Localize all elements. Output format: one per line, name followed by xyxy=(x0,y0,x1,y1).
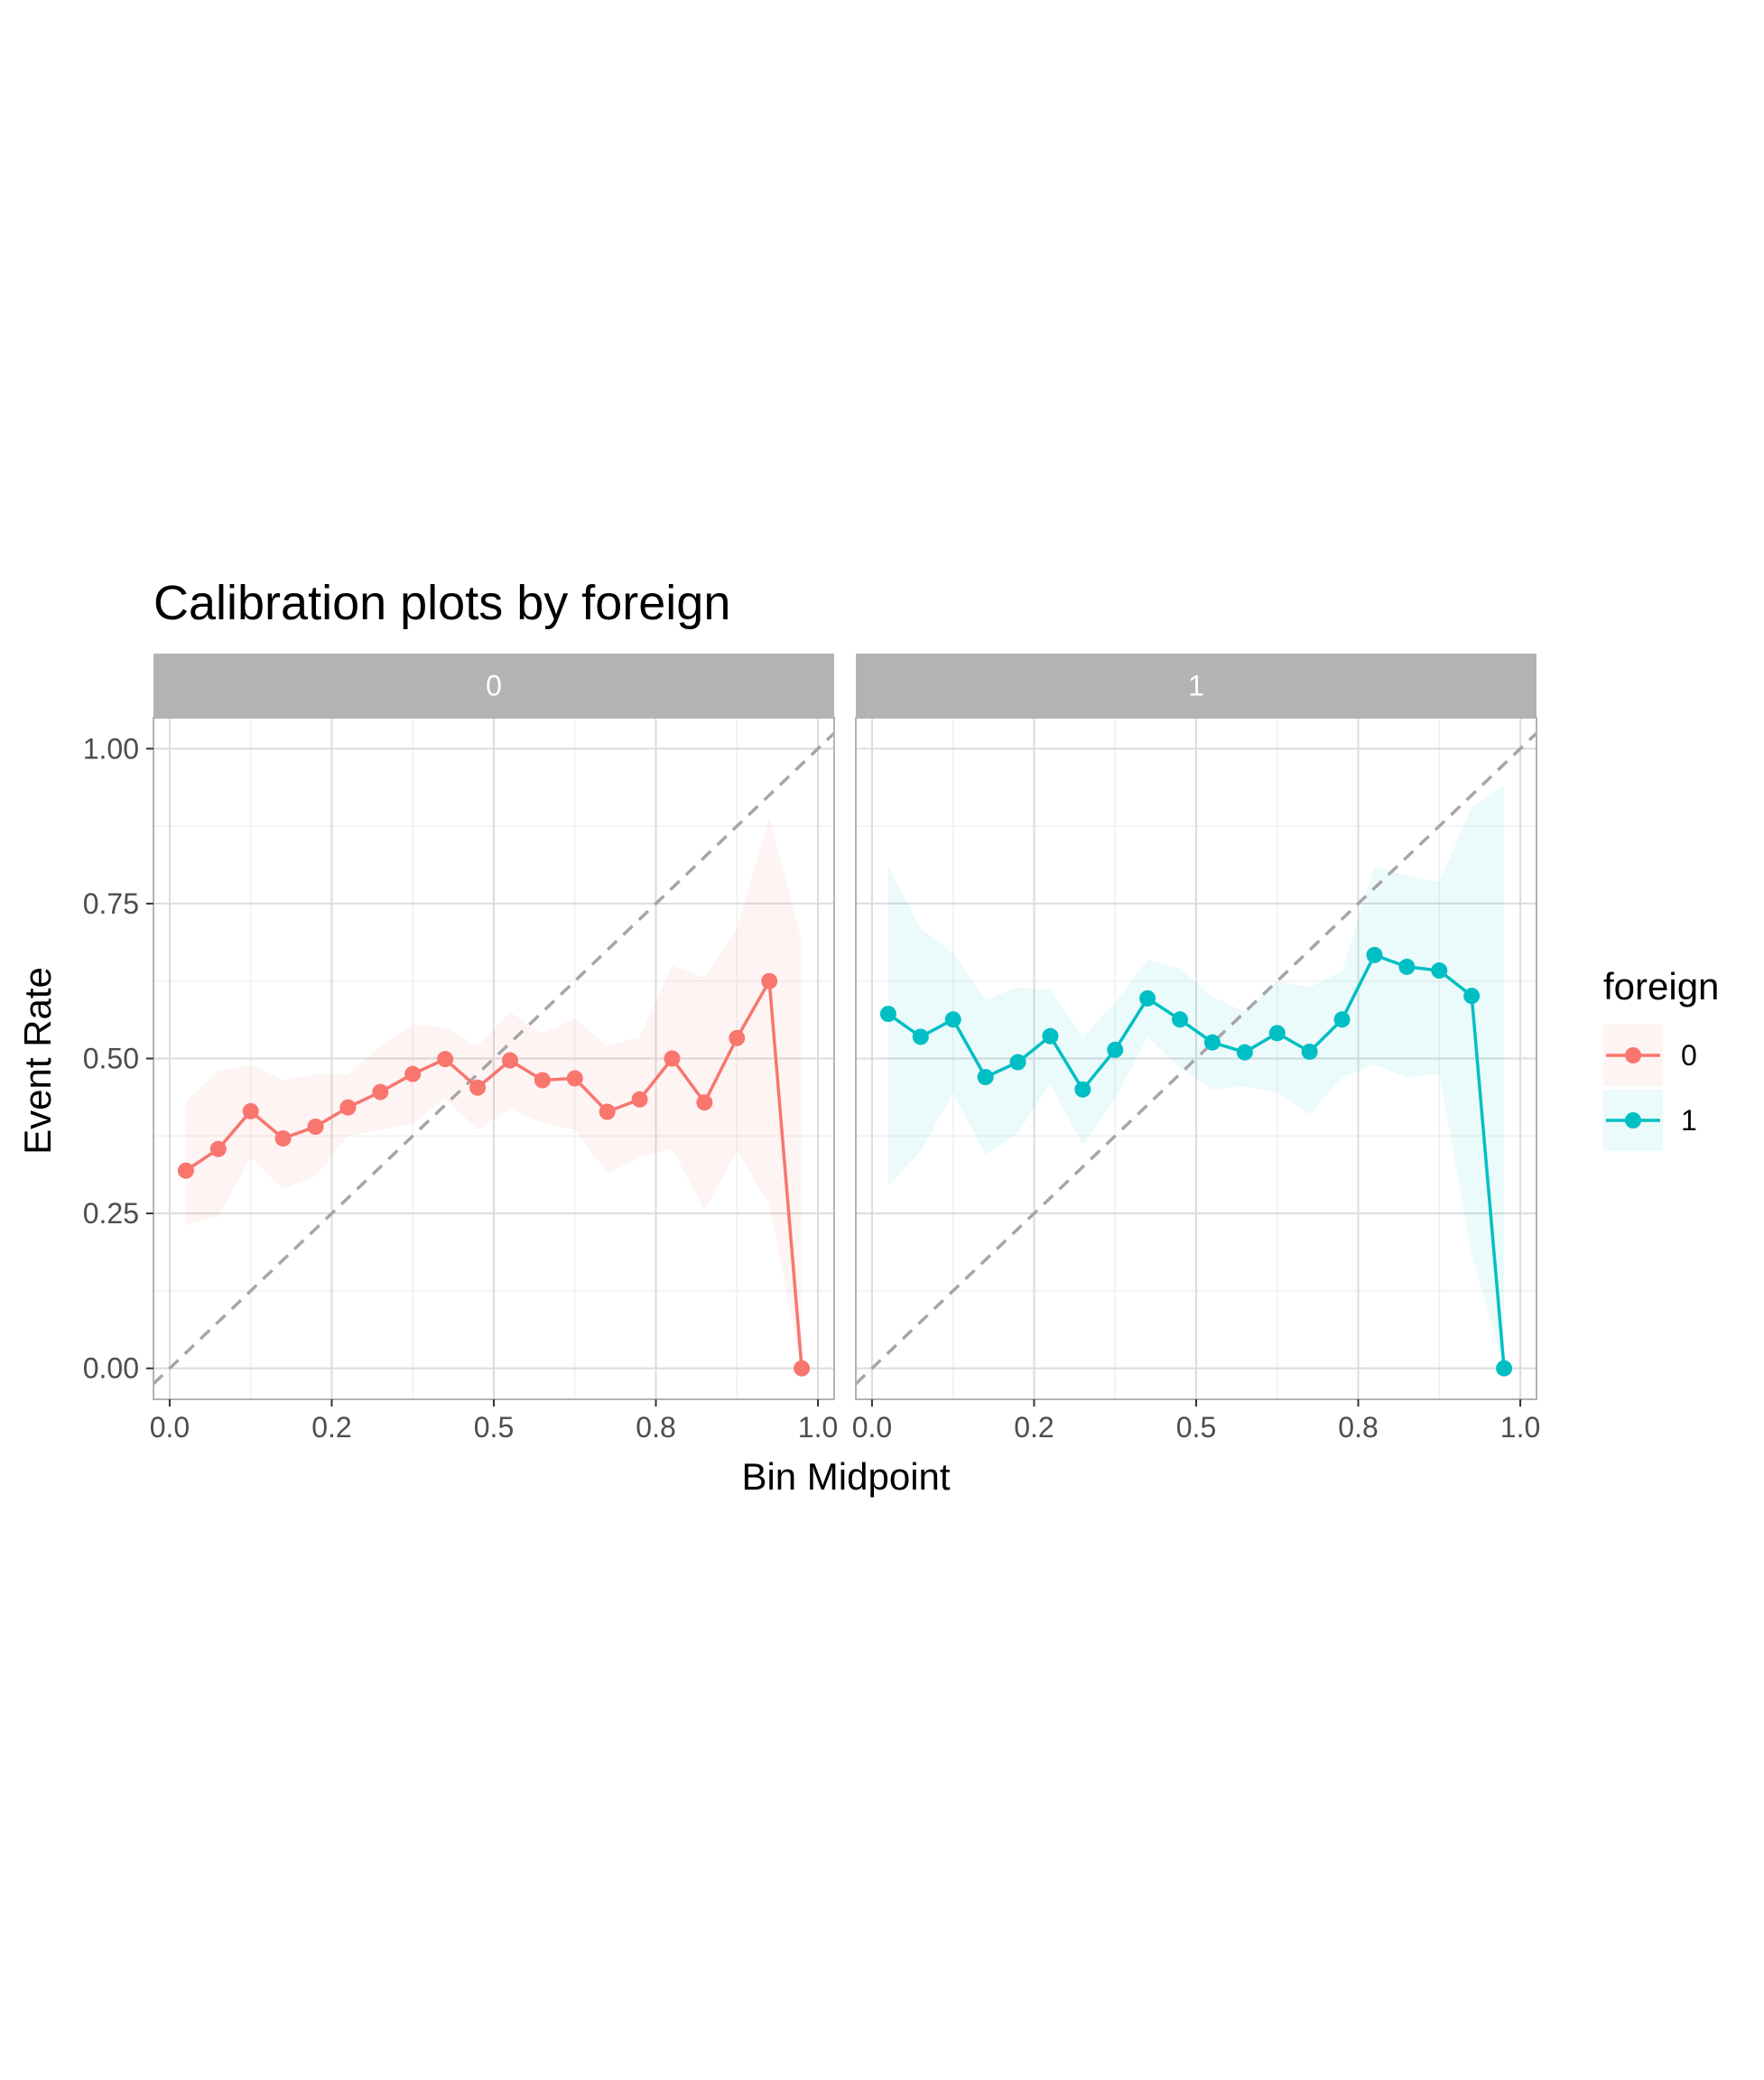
x-axis-title: Bin Midpoint xyxy=(741,1455,950,1498)
facet-panel-1: 1 0.0 0.2 0.5 0.8 1.0 xyxy=(852,654,1540,1444)
x-tick-label: 0.8 xyxy=(1338,1411,1378,1444)
data-point xyxy=(404,1065,422,1082)
data-point xyxy=(1107,1041,1124,1058)
panel-plot-area xyxy=(856,731,1537,1386)
facet-panel-0: 0 0.0 0.2 0.5 0.8 1.0 0.00 0.25 0.50 0.75 1.00 xyxy=(83,654,838,1444)
reference-diagonal-line xyxy=(856,731,1537,1386)
data-point xyxy=(1463,988,1481,1005)
x-tick-label: 0.0 xyxy=(150,1411,190,1444)
legend-title: foreign xyxy=(1603,965,1719,1008)
x-tick-label: 0.0 xyxy=(852,1411,892,1444)
data-point xyxy=(1366,946,1383,963)
data-point xyxy=(1203,1034,1221,1051)
data-point xyxy=(1236,1044,1253,1061)
data-point xyxy=(879,1006,896,1023)
y-tick-label: 1.00 xyxy=(83,732,139,765)
data-point xyxy=(761,972,778,989)
data-point xyxy=(1398,958,1416,975)
panel-plot-area xyxy=(153,731,834,1386)
data-point xyxy=(912,1028,929,1045)
data-point xyxy=(1496,1360,1513,1377)
data-point xyxy=(242,1102,259,1119)
chart-title: Calibration plots by foreign xyxy=(153,576,730,630)
facet-strip xyxy=(856,654,1537,718)
y-axis-title: Event Rate xyxy=(16,967,59,1155)
data-point xyxy=(209,1140,227,1157)
data-point xyxy=(274,1130,292,1147)
data-point xyxy=(534,1072,551,1089)
data-point xyxy=(977,1069,994,1086)
x-tick-label: 0.8 xyxy=(636,1411,675,1444)
data-point xyxy=(1074,1081,1091,1098)
legend-label: 0 xyxy=(1681,1039,1697,1072)
confidence-ribbon xyxy=(887,785,1505,1369)
data-point xyxy=(696,1094,713,1111)
legend-key-point xyxy=(1625,1047,1641,1063)
data-point xyxy=(1042,1027,1059,1045)
x-tick-label: 0.2 xyxy=(1014,1411,1054,1444)
x-tick-label: 0.5 xyxy=(1176,1411,1216,1444)
legend-item-1: 1 xyxy=(1603,1090,1697,1151)
y-tick-label: 0.25 xyxy=(83,1197,139,1230)
facet-strip-label: 0 xyxy=(486,670,502,702)
data-point xyxy=(664,1050,681,1067)
data-point xyxy=(631,1091,648,1108)
data-point xyxy=(1139,989,1156,1007)
data-point xyxy=(1301,1043,1318,1060)
data-point xyxy=(599,1103,616,1120)
data-point xyxy=(944,1011,961,1028)
legend-item-0: 0 xyxy=(1603,1025,1697,1086)
data-point xyxy=(729,1029,746,1046)
data-point xyxy=(437,1051,454,1068)
x-tick-label: 0.2 xyxy=(311,1411,351,1444)
legend-label: 1 xyxy=(1681,1104,1697,1137)
data-point xyxy=(339,1099,357,1116)
legend-key-point xyxy=(1625,1112,1641,1128)
legend: foreign 0 1 xyxy=(1603,965,1719,1151)
facet-strip-label: 1 xyxy=(1188,670,1204,702)
y-tick-label: 0.50 xyxy=(83,1043,139,1075)
x-tick-label: 1.0 xyxy=(798,1411,838,1444)
x-tick-label: 1.0 xyxy=(1500,1411,1540,1444)
confidence-ribbon xyxy=(185,816,803,1369)
data-point xyxy=(1431,962,1448,980)
data-point xyxy=(307,1119,324,1135)
data-point xyxy=(469,1079,487,1096)
data-point xyxy=(1009,1054,1026,1071)
data-point xyxy=(566,1070,583,1087)
data-point xyxy=(794,1360,811,1377)
facet-panels: 0 0.0 0.2 0.5 0.8 1.0 0.00 0.25 0.50 0.75 1.00 1 0.0… xyxy=(83,654,1540,1444)
data-point xyxy=(501,1052,518,1069)
x-tick-label: 0.5 xyxy=(474,1411,514,1444)
data-point xyxy=(1268,1025,1286,1042)
y-tick-label: 0.75 xyxy=(83,887,139,920)
data-point xyxy=(177,1162,194,1179)
facet-strip xyxy=(153,654,834,718)
data-point xyxy=(1172,1011,1189,1028)
data-point xyxy=(372,1083,389,1100)
y-tick-label: 0.00 xyxy=(83,1352,139,1385)
reference-diagonal-line xyxy=(153,731,834,1386)
data-point xyxy=(1333,1011,1351,1028)
